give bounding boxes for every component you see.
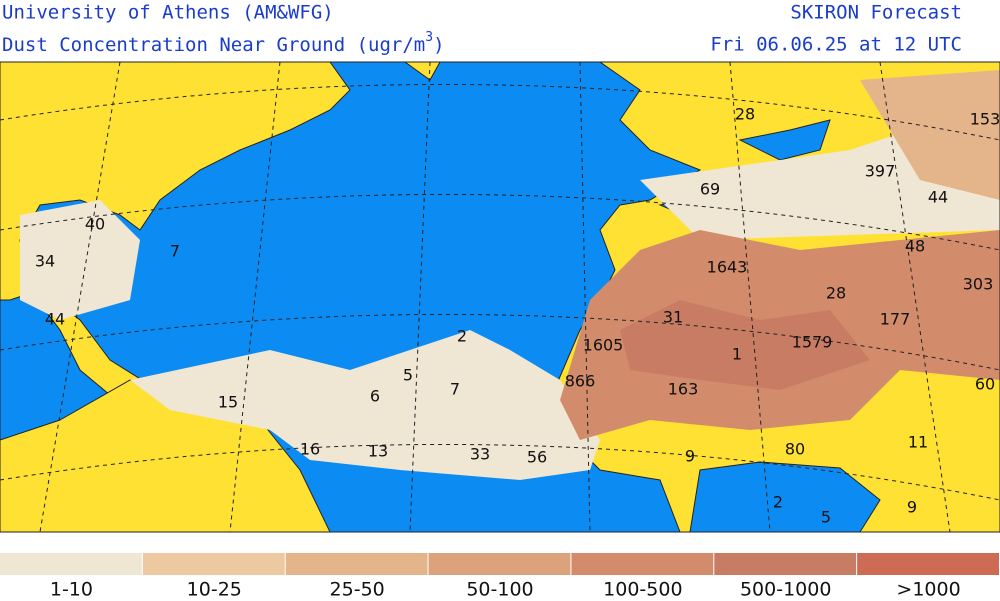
map-label: 28 <box>826 284 846 303</box>
map-label: 5 <box>403 366 413 385</box>
map-label: 56 <box>527 448 547 467</box>
map-label: 33 <box>470 445 490 464</box>
legend-swatch <box>571 553 714 575</box>
map-frame <box>0 61 1000 533</box>
map-label: 48 <box>905 237 925 256</box>
map-label: 9 <box>685 447 695 466</box>
map-label: 1 <box>732 345 742 364</box>
legend-label: 10-25 <box>187 579 242 601</box>
graticule <box>0 62 1000 532</box>
map-label: 69 <box>700 180 720 199</box>
map-label: 11 <box>908 433 928 452</box>
map-label: 16 <box>300 440 320 459</box>
map-label: 80 <box>785 440 805 459</box>
map-label: 15 <box>218 393 238 412</box>
legend-swatch <box>714 553 857 575</box>
map-label: 5 <box>821 508 831 527</box>
header-right-subtitle: Fri 06.06.25 at 12 UTC <box>710 34 962 56</box>
header-right-title: SKIRON Forecast <box>790 2 962 24</box>
map-label: 7 <box>170 242 180 261</box>
map-label: 44 <box>928 188 948 207</box>
map-label: 163 <box>668 380 699 399</box>
map-label: 397 <box>865 162 896 181</box>
map-label: 866 <box>565 372 596 391</box>
map-label: 7 <box>450 380 460 399</box>
legend-label: 1-10 <box>50 579 93 601</box>
map-label: 1643 <box>707 258 748 277</box>
legend-swatch <box>285 553 428 575</box>
map-label: 13 <box>368 442 388 461</box>
map-label: 303 <box>963 275 994 294</box>
legend-swatch <box>0 553 142 575</box>
legend-label: 100-500 <box>603 579 682 601</box>
legend-swatch <box>142 553 285 575</box>
map-label: 177 <box>880 310 911 329</box>
closing: ) <box>433 34 444 56</box>
map-label: 34 <box>35 252 55 271</box>
legend-label: 50-100 <box>466 579 533 601</box>
legend-label: 500-1000 <box>740 579 831 601</box>
header-left-subtitle: Dust Concentration Near Ground (ugr/m3) <box>2 30 445 56</box>
header-left-title: University of Athens (AM&WFG) <box>2 2 334 24</box>
map-label: 40 <box>85 215 105 234</box>
legend-swatch <box>857 553 999 575</box>
map-label: 6 <box>370 387 380 406</box>
map-label: 44 <box>45 310 65 329</box>
legend-label: 25-50 <box>330 579 385 601</box>
map-label: 153 <box>970 110 1000 129</box>
legend-swatch <box>428 553 571 575</box>
map <box>0 62 1000 532</box>
map-label: 31 <box>663 308 683 327</box>
map-label: 1605 <box>583 336 624 355</box>
map-label: 2 <box>773 493 783 512</box>
map-label: 1579 <box>792 333 833 352</box>
subtitle-text: Dust Concentration Near Ground (ugr/m <box>2 34 425 56</box>
legend-label: >1000 <box>896 579 960 601</box>
map-label: 28 <box>735 105 755 124</box>
map-label: 9 <box>907 498 917 517</box>
superscript: 3 <box>425 30 433 45</box>
map-label: 2 <box>457 327 467 346</box>
map-label: 60 <box>975 375 995 394</box>
